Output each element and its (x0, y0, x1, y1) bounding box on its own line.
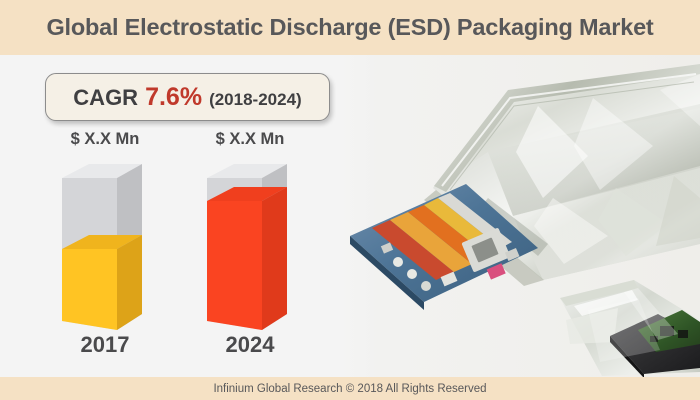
footer-band: Infinium Global Research © 2018 All Righ… (0, 377, 700, 400)
bar-value-label-2024: $ X.X Mn (215, 130, 285, 148)
cagr-period: (2018-2024) (209, 89, 302, 109)
copyright-text: Infinium Global Research © 2018 All Righ… (213, 382, 487, 395)
header-band: Global Electrostatic Discharge (ESD) Pac… (0, 0, 700, 55)
bar-value-label-2017: $ X.X Mn (70, 130, 140, 148)
bar-category-label-2024: 2024 (225, 332, 275, 357)
product-photo (338, 48, 700, 380)
cagr-label: CAGR (73, 84, 139, 110)
bar-3d-2024 (207, 164, 287, 330)
bar-3d-2017 (62, 164, 142, 330)
esd-packaging-photo-illustration (338, 48, 700, 380)
page-title: Global Electrostatic Discharge (ESD) Pac… (46, 14, 654, 40)
bar-chart: $ X.X Mn 2017 $ X.X Mn (0, 130, 340, 370)
cagr-value: 7.6% (145, 82, 203, 111)
cagr-badge: CAGR 7.6% (2018-2024) (45, 73, 330, 121)
bar-shape-2017 (45, 160, 165, 335)
bar-category-label-2017: 2017 (80, 332, 130, 357)
bar-shape-2024 (190, 160, 310, 335)
cagr-badge-content: CAGR 7.6% (2018-2024) (73, 83, 301, 112)
